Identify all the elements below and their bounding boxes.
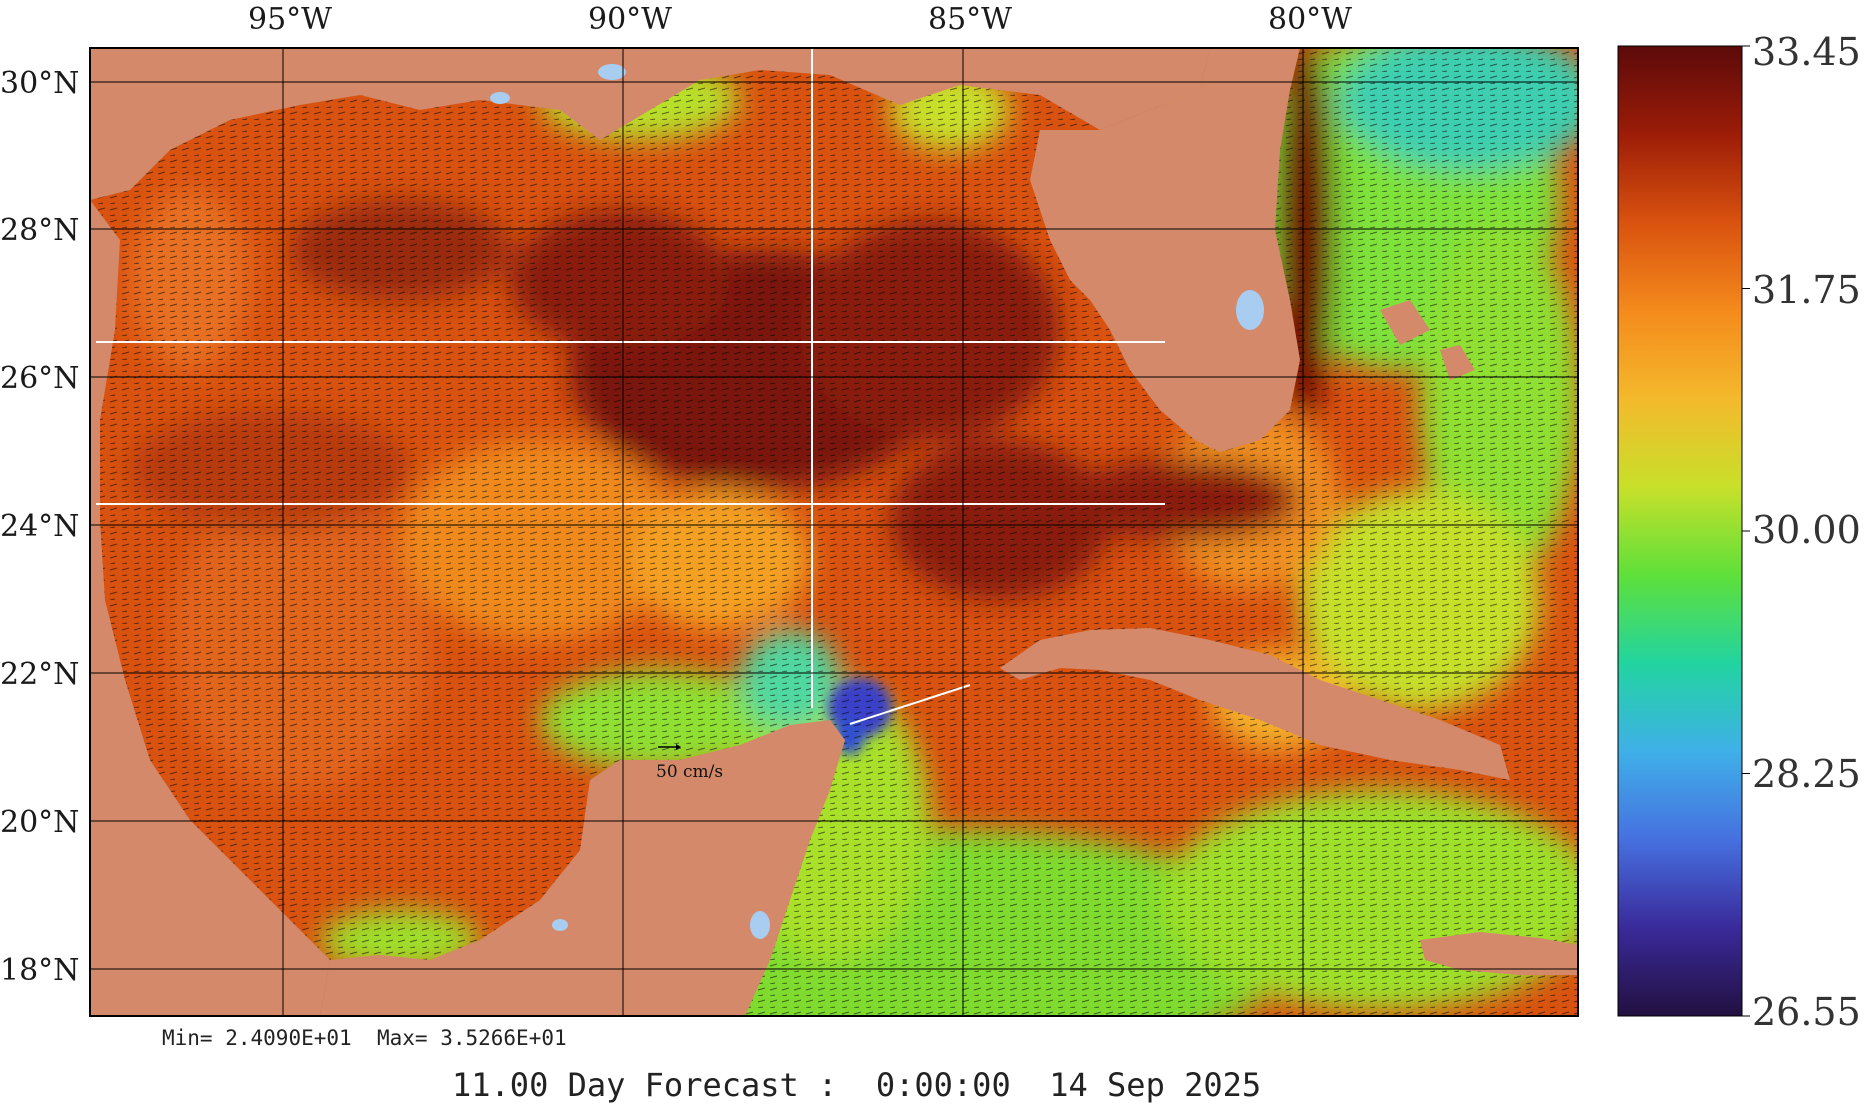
lat-label: 30°N (0, 66, 80, 101)
reference-vector-label: 50 cm/s (656, 762, 724, 782)
land-island-east (1420, 932, 1578, 975)
reference-vector-arrow (658, 744, 681, 750)
min-label: Min= (162, 1026, 213, 1050)
transects (96, 48, 1165, 725)
lon-label: 85°W (928, 2, 1013, 37)
lon-label: 90°W (588, 2, 673, 37)
land-yucatan (320, 720, 845, 1016)
max-label: Max= (376, 1026, 428, 1050)
current-vectors (90, 48, 1578, 1016)
land-us-gulf-coast (90, 48, 1210, 200)
min-value: 2.4090E+01 (225, 1026, 352, 1050)
land-cuba (1000, 628, 1510, 780)
forecast-caption: 11.00 Day Forecast : 0:00:00 14 Sep 2025 (452, 1066, 1262, 1104)
colorbar-label: 31.75 (1752, 268, 1861, 312)
graticule (90, 48, 1578, 1016)
lon-label: 80°W (1268, 2, 1353, 37)
land (90, 48, 1578, 1016)
lat-label: 20°N (0, 805, 80, 840)
lat-label: 24°N (0, 509, 80, 544)
colorbar (1617, 45, 1743, 1017)
max-value: 3.5266E+01 (440, 1026, 567, 1050)
colorbar-label: 33.45 (1752, 30, 1861, 74)
map-frame (89, 47, 1579, 1017)
lon-label: 95°W (248, 2, 333, 37)
map-panel (90, 48, 1578, 1016)
inland-water (490, 64, 1264, 939)
colorbar-ticks (1742, 45, 1750, 1017)
lat-label: 18°N (0, 953, 80, 988)
colorbar-label: 30.00 (1752, 508, 1861, 552)
lat-label: 26°N (0, 361, 80, 396)
lat-label: 22°N (0, 657, 80, 692)
land-mexico-west (90, 200, 330, 1016)
lat-label: 28°N (0, 213, 80, 248)
colorbar-label: 28.25 (1752, 752, 1861, 796)
min-max-stats: Min= 2.4090E+01 Max= 3.5266E+01 (162, 1026, 567, 1050)
land-florida (1030, 48, 1300, 452)
colorbar-label: 26.55 (1752, 990, 1861, 1034)
land-bahamas (1380, 300, 1430, 345)
land-bahamas-2 (1440, 345, 1475, 380)
